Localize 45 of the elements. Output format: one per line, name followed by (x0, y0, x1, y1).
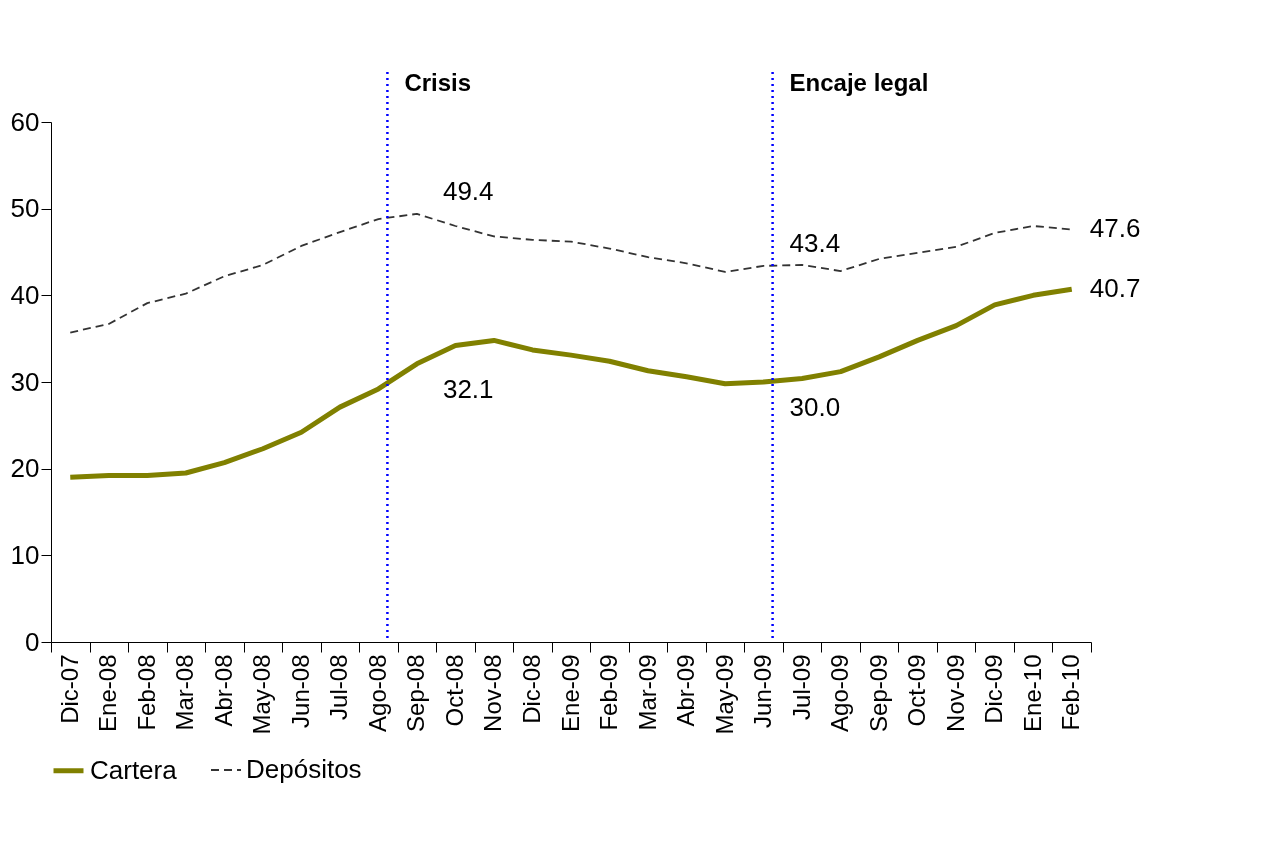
y-tick-label: 60 (10, 106, 40, 137)
x-tick-label: Dic-07 (55, 654, 83, 724)
data-label: 32.1 (442, 373, 494, 404)
data-label: 40.7 (1089, 273, 1141, 304)
x-tick-label: Ago-09 (826, 654, 854, 732)
y-tick-label: 20 (10, 453, 40, 484)
y-tick-label: 40 (10, 279, 40, 310)
x-tick-label: Jul-09 (787, 654, 815, 720)
x-tick-label: Nov-08 (479, 654, 507, 732)
line-series (69, 212, 1073, 334)
x-tick-label: Dic-09 (980, 654, 1008, 724)
x-tick-label: Feb-10 (1057, 654, 1085, 731)
y-tick-label: 0 (25, 626, 40, 657)
x-tick-label: Dic-08 (517, 654, 545, 724)
data-label: 43.4 (789, 227, 841, 258)
y-tick-label: 30 (10, 366, 40, 397)
x-tick-label: Abr-09 (672, 654, 700, 727)
y-tick-label: 50 (10, 193, 40, 224)
legend-label: Cartera (90, 754, 178, 785)
x-tick-label: Feb-09 (595, 654, 623, 731)
x-tick-label: Ene-10 (1018, 654, 1046, 732)
x-tick-label: Feb-08 (132, 654, 160, 731)
data-label: 49.4 (442, 175, 494, 206)
x-tick-label: Sep-09 (864, 654, 892, 732)
x-tick-label: Oct-08 (440, 654, 468, 727)
x-tick-label: Jul-08 (325, 654, 353, 720)
x-tick-label: Mar-08 (171, 654, 199, 731)
x-tick-label: May-08 (248, 654, 276, 735)
ref-line-label: Crisis (404, 69, 472, 96)
x-tick-label: Ene-08 (94, 654, 122, 732)
x-tick-label: Mar-09 (633, 654, 661, 731)
x-tick-label: Ago-08 (363, 654, 391, 732)
ref-line-label: Encaje legal (789, 69, 929, 96)
data-label: 30.0 (789, 392, 841, 422)
x-tick-label: Oct-09 (903, 654, 931, 727)
x-tick-label: Ene-09 (556, 654, 584, 732)
data-label: 47.6 (1089, 213, 1141, 244)
legend-label: Depósitos (246, 754, 362, 784)
x-tick-label: Sep-08 (402, 654, 430, 732)
x-tick-label: Abr-08 (209, 654, 237, 727)
x-tick-label: Nov-09 (941, 654, 969, 732)
x-tick-label: Jun-09 (749, 654, 777, 728)
x-tick-label: Jun-08 (286, 654, 314, 728)
y-tick-label: 10 (10, 539, 40, 570)
x-tick-label: May-09 (710, 654, 738, 735)
